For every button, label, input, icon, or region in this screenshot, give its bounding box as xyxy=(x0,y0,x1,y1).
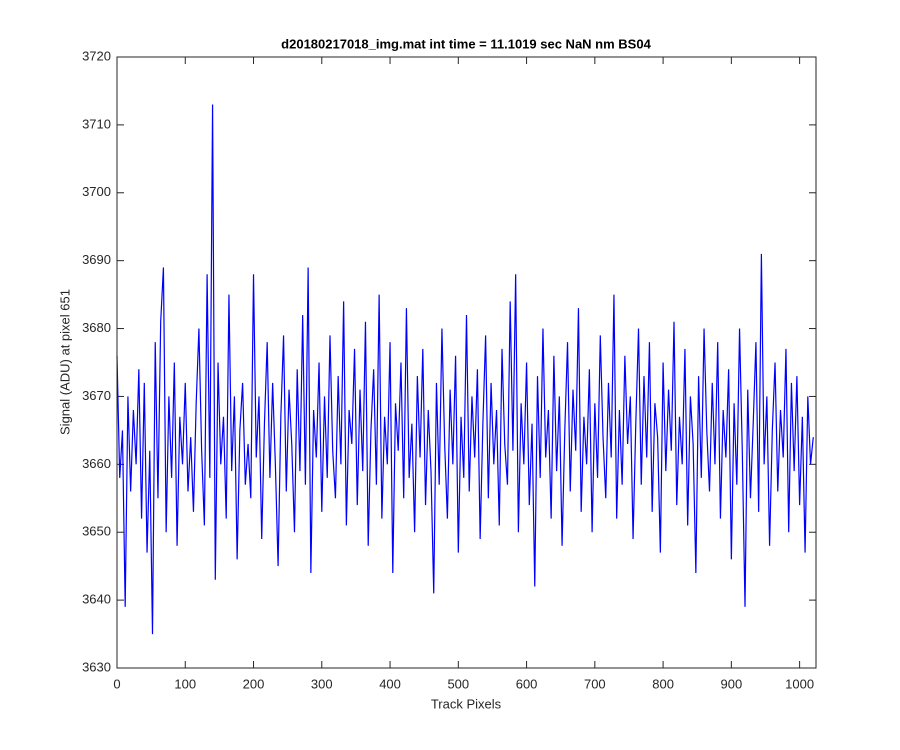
y-tick-label: 3630 xyxy=(82,659,111,674)
y-tick-label: 3710 xyxy=(82,116,111,131)
plot-frame xyxy=(116,56,817,669)
y-tick-label: 3660 xyxy=(82,456,111,471)
x-tick-label: 200 xyxy=(243,676,265,691)
y-tick-label: 3700 xyxy=(82,184,111,199)
y-tick-label: 3670 xyxy=(82,388,111,403)
x-tick-label: 800 xyxy=(652,676,674,691)
chart-title: d20180217018_img.mat int time = 11.1019 … xyxy=(281,36,651,51)
x-tick-label: 400 xyxy=(379,676,401,691)
x-tick-label: 900 xyxy=(721,676,743,691)
y-axis-label: Signal (ADU) at pixel 651 xyxy=(57,289,72,435)
x-tick-label: 1000 xyxy=(785,676,814,691)
x-tick-label: 600 xyxy=(516,676,538,691)
y-tick-label: 3680 xyxy=(82,320,111,335)
x-axis-label: Track Pixels xyxy=(431,696,502,711)
y-tick-label: 3650 xyxy=(82,524,111,539)
x-tick-label: 0 xyxy=(113,676,120,691)
x-tick-label: 700 xyxy=(584,676,606,691)
x-tick-label: 300 xyxy=(311,676,333,691)
y-tick-label: 3720 xyxy=(82,48,111,63)
y-tick-label: 3640 xyxy=(82,592,111,607)
data-line xyxy=(116,104,814,635)
x-tick-label: 500 xyxy=(447,676,469,691)
y-tick-label: 3690 xyxy=(82,252,111,267)
x-tick-label: 100 xyxy=(174,676,196,691)
